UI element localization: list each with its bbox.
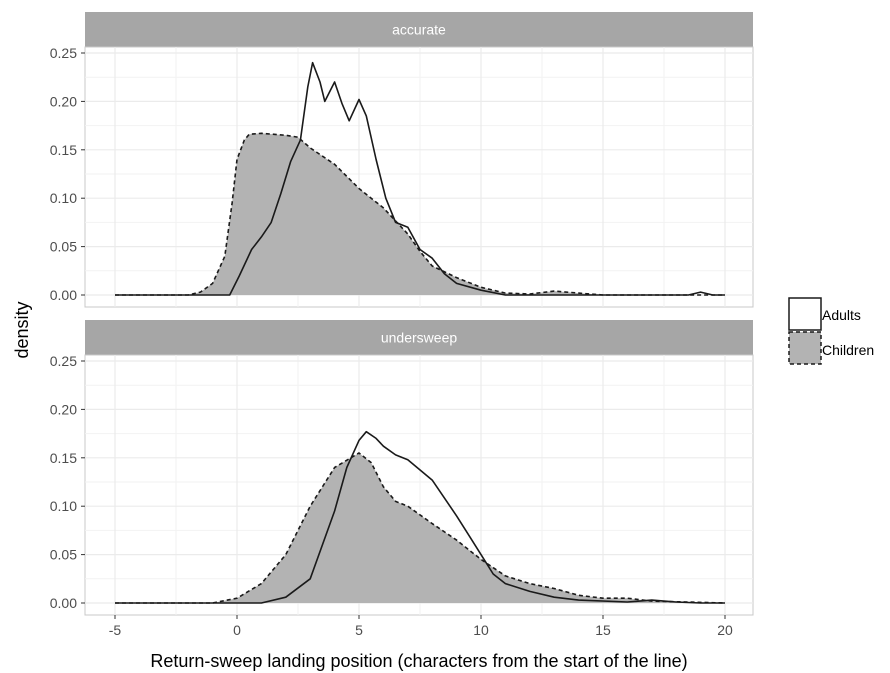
- y-tick-label: 0.05: [50, 239, 77, 255]
- legend: Adults Children: [789, 298, 874, 364]
- x-tick-label: 10: [473, 622, 489, 638]
- y-tick-label: 0.25: [50, 353, 77, 369]
- panel-accurate: accurate 0.00 0.05 0.10 0.15 0.20 0.25: [50, 12, 753, 307]
- y-axis-undersweep: 0.00 0.05 0.10 0.15 0.20 0.25: [50, 353, 85, 611]
- y-tick-label: 0.10: [50, 190, 77, 206]
- y-tick-label: 0.25: [50, 45, 77, 61]
- x-tick-label: 20: [717, 622, 733, 638]
- y-tick-label: 0.20: [50, 401, 77, 417]
- strip-label-accurate: accurate: [392, 22, 446, 38]
- x-tick-label: 0: [233, 622, 241, 638]
- y-axis-title: density: [12, 301, 32, 358]
- y-axis-accurate: 0.00 0.05 0.10 0.15 0.20 0.25: [50, 45, 85, 303]
- panel-undersweep: undersweep 0.00 0.05 0.10 0.15 0.20 0.25: [50, 320, 753, 615]
- x-tick-label: 5: [355, 622, 363, 638]
- x-axis: -5 0 5 10 15 20: [109, 615, 733, 638]
- y-tick-label: 0.20: [50, 93, 77, 109]
- legend-key-adults: [789, 298, 821, 330]
- legend-label-children: Children: [822, 342, 874, 358]
- x-tick-label: 15: [595, 622, 611, 638]
- legend-label-adults: Adults: [822, 307, 861, 323]
- y-tick-label: 0.05: [50, 547, 77, 563]
- y-tick-label: 0.10: [50, 498, 77, 514]
- y-tick-label: 0.15: [50, 142, 77, 158]
- y-tick-label: 0.15: [50, 450, 77, 466]
- x-tick-label: -5: [109, 622, 122, 638]
- y-tick-label: 0.00: [50, 595, 77, 611]
- strip-label-undersweep: undersweep: [381, 330, 457, 346]
- panels-layer: accurate0.000.050.100.150.200.25underswe…: [50, 12, 753, 615]
- x-axis-title: Return-sweep landing position (character…: [150, 651, 687, 671]
- legend-key-children: [789, 332, 821, 364]
- y-tick-label: 0.00: [50, 287, 77, 303]
